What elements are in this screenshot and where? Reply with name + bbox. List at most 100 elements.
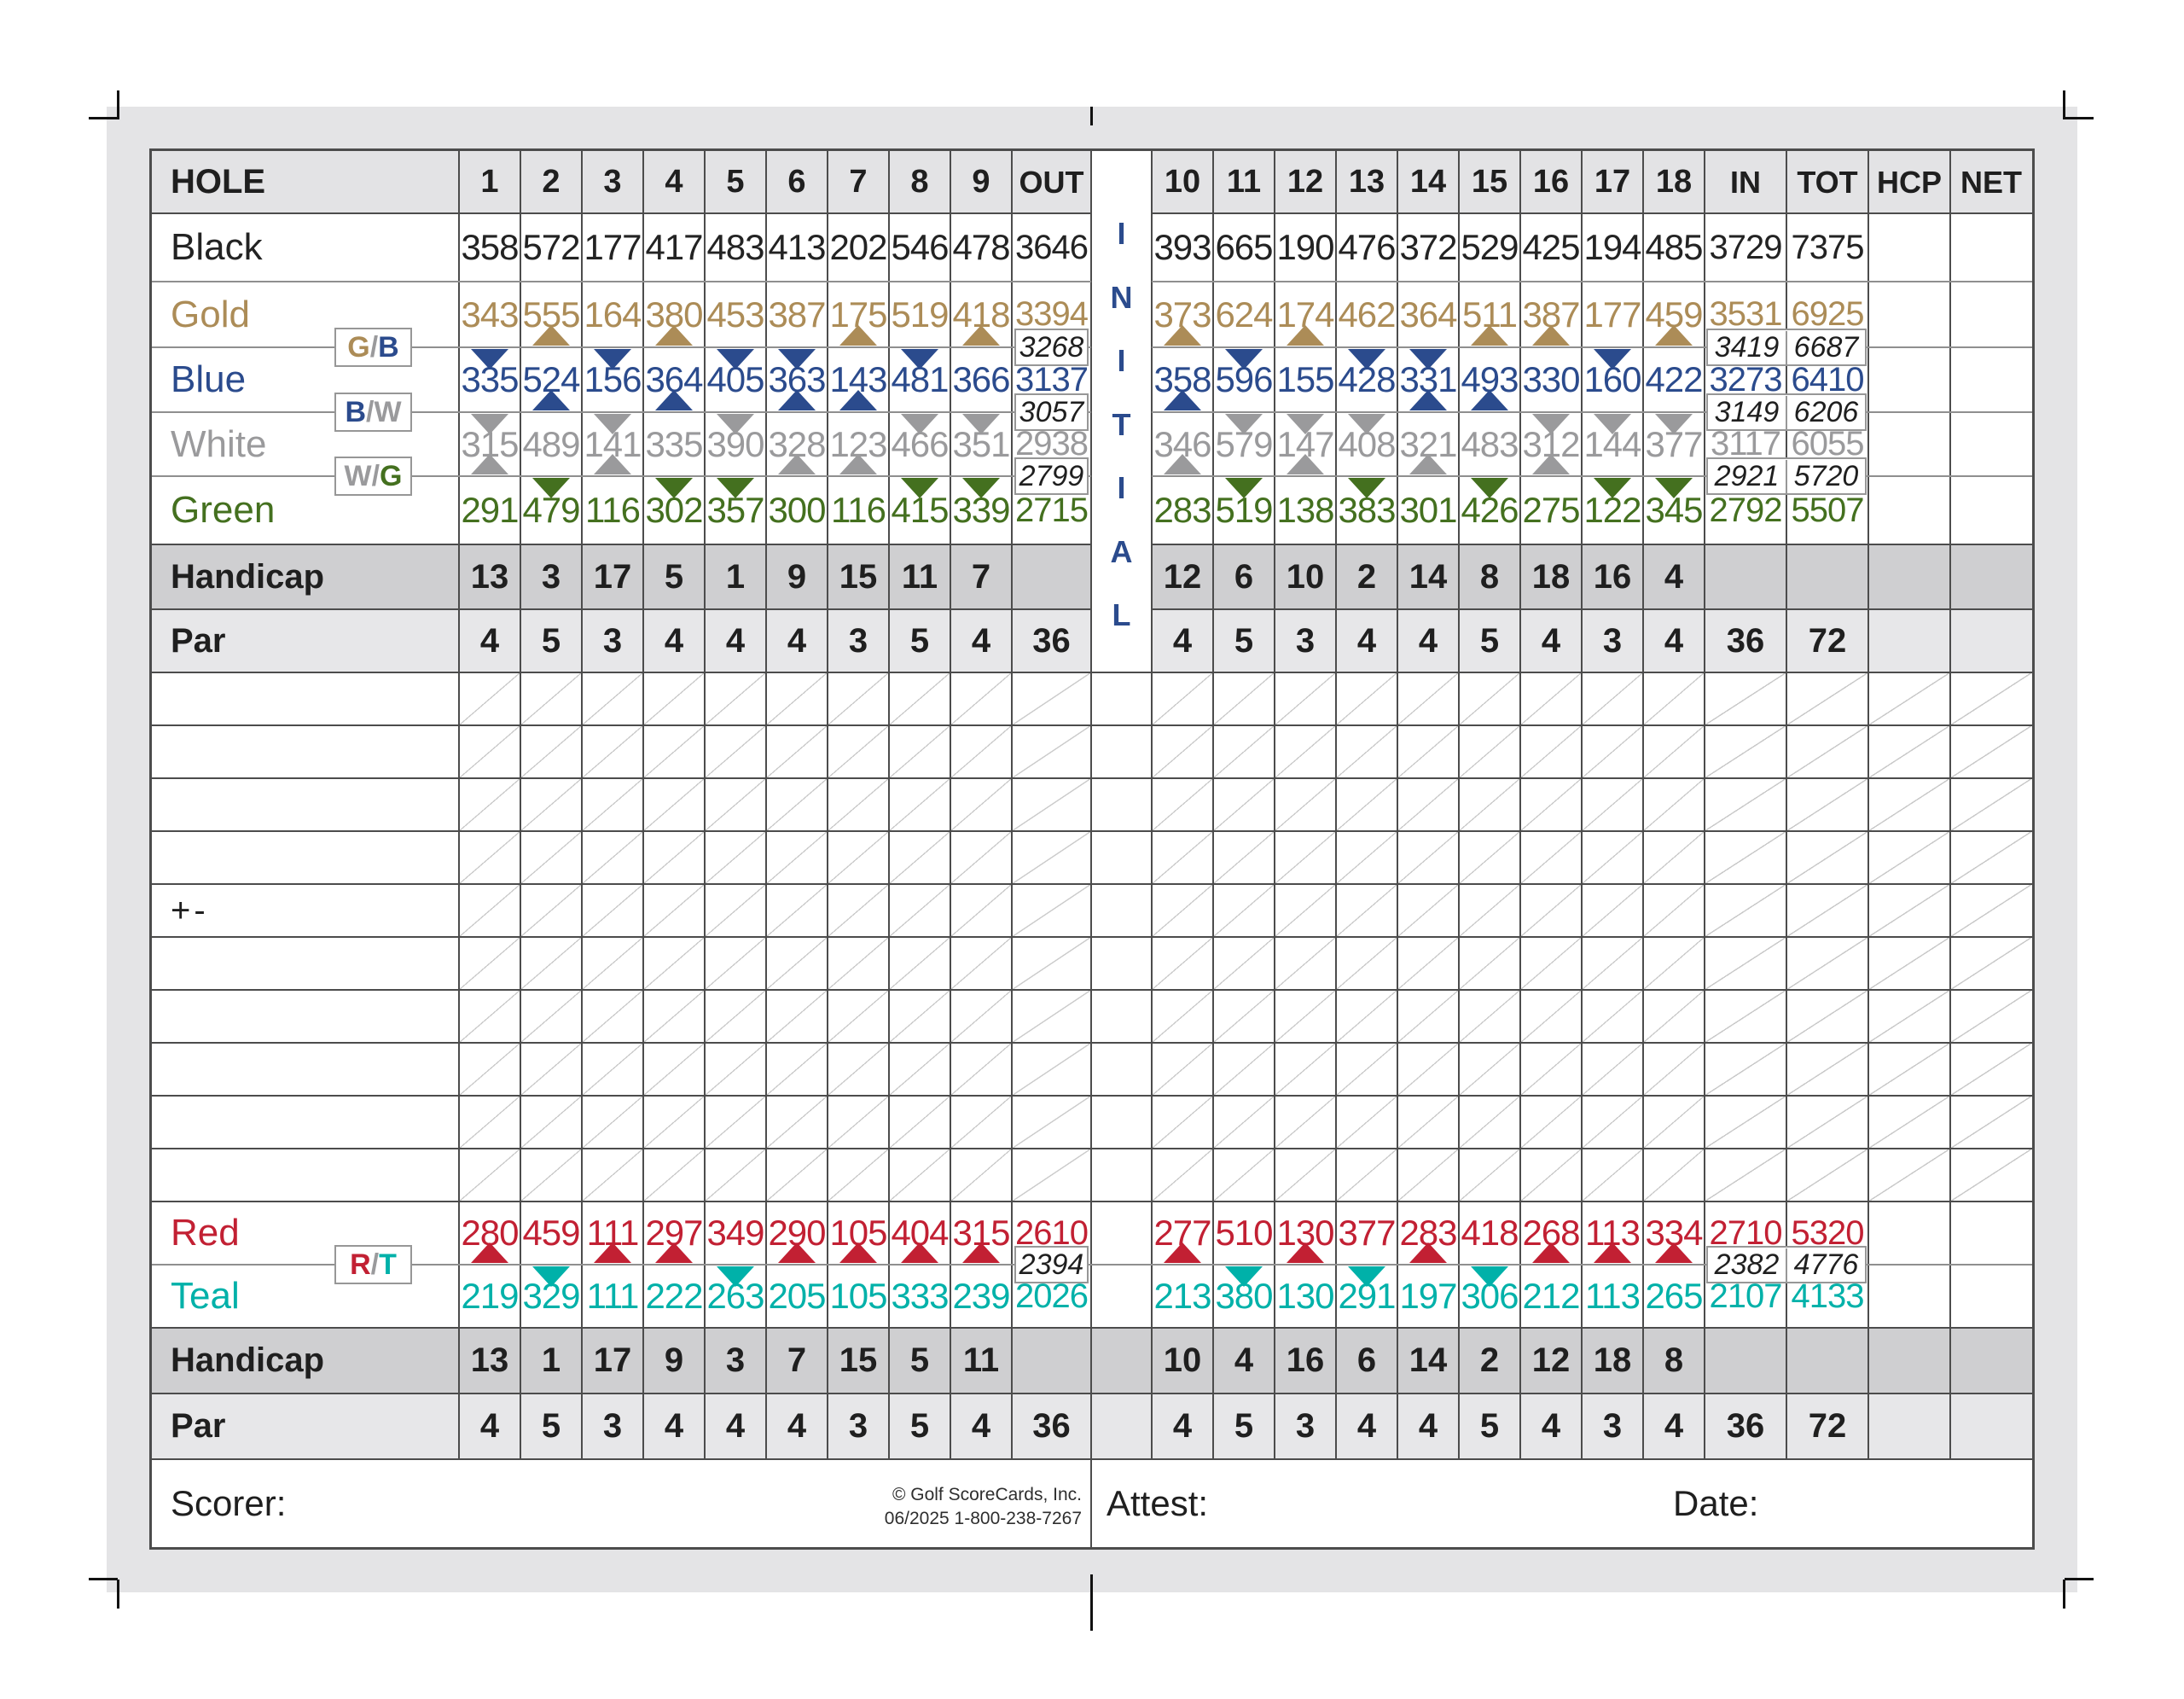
score-cell-empty [766,990,828,1043]
header-cell-hole: 2 [542,164,561,200]
par-cell: 3 [848,622,868,660]
triangle-down [471,414,508,434]
grid-line [642,151,644,1459]
score-cell-empty [705,937,766,990]
score-cell-empty [705,725,766,778]
score-cell-empty [889,884,950,937]
score-cell-empty [1152,672,1213,725]
score-cell-empty [459,672,520,725]
yardage-tot: 6925 [1791,295,1865,333]
combo-total-value: 6206 [1786,395,1865,429]
tee-label-black: Black [171,226,263,268]
score-cell-empty [1950,990,2032,1043]
grid-line [152,1458,2032,1460]
triangle-up [655,1242,693,1263]
yardage-cell: 413 [768,227,826,267]
score-cell-empty [950,1043,1012,1096]
par-cell: 3 [1602,1407,1623,1445]
yardage-cell: 330 [1522,359,1580,399]
handicap-cell: 2 [1356,558,1377,596]
score-cell-empty [1213,937,1275,990]
header-cell-hole: 9 [972,164,990,200]
combo-letter: B [345,395,366,428]
triangle-down [717,1266,754,1287]
triangle-up [901,1242,938,1263]
par-cell: 4 [725,1407,746,1445]
par-cell: 4 [1418,622,1438,660]
score-cell-empty [1012,884,1091,937]
score-cell-empty [1643,1043,1705,1096]
triangle-down [901,349,938,369]
yardage-cell: 377 [1338,1213,1396,1253]
tee-label-teal: Teal [171,1275,240,1317]
yardage-out: 2026 [1015,1277,1089,1315]
par-cell: 3 [602,1407,623,1445]
yardage-in: 2792 [1709,492,1783,529]
combo-total-value: 2921 [1714,459,1780,492]
grid-line [1458,151,1460,1459]
par-cell: 3 [602,622,623,660]
handicap-cell: 16 [1286,1341,1325,1379]
yardage-cell: 202 [829,227,887,267]
score-cell-empty [643,1149,705,1202]
combo-total-in-tot: 3419 6687 [1706,329,1867,366]
triangle-down [901,478,938,498]
grid-line [152,724,2032,726]
score-cell-empty [1868,937,1950,990]
score-cell-empty [459,937,520,990]
yardage-tot: 6410 [1791,361,1865,399]
score-cell-empty [1786,725,1868,778]
score-cell-empty [1520,1043,1582,1096]
score-cell-empty [582,778,643,831]
yardage-cell: 546 [891,227,949,267]
combo-letter: G [347,330,370,364]
triangle-up [1532,325,1570,346]
yardage-cell: 116 [585,490,641,530]
header-cell-hole: 1 [480,164,499,200]
header-cell-hole: 7 [849,164,868,200]
handicap-label: Handicap [171,1341,325,1379]
handicap-cell: 12 [1531,1341,1571,1379]
score-cell-empty [1213,725,1275,778]
handicap-cell: 4 [1234,1341,1254,1379]
grid-line [1786,151,1787,1459]
triangle-down [962,414,1000,434]
triangle-up [1287,454,1324,474]
yardage-in: 3531 [1709,295,1783,333]
score-cell-empty [950,1149,1012,1202]
par-label: Par [171,1407,226,1445]
yardage-cell: 624 [1215,294,1273,335]
grid-line [152,212,1091,214]
triangle-up [962,325,1000,346]
handicap-cell: 1 [541,1341,561,1379]
grid-line [152,777,2032,779]
yardage-cell: 177 [584,227,642,267]
yardage-cell: 418 [1461,1213,1519,1253]
par-row-bg [152,1394,2032,1459]
par-cell: 4 [787,1407,807,1445]
score-cell-empty [950,672,1012,725]
par-cell: 5 [909,622,930,660]
score-cell-empty [1397,1096,1459,1149]
score-cell-empty [1786,884,1868,937]
yardage-cell: 138 [1276,490,1334,530]
triangle-down [1471,478,1508,498]
triangle-up [1471,390,1508,410]
score-cell-empty [1520,884,1582,937]
triangle-up [594,1242,631,1263]
yardage-cell: 300 [768,490,826,530]
crop-mark [1090,1574,1093,1631]
grid-line [1581,151,1583,1459]
score-cell-empty [1397,1043,1459,1096]
combo-label-box: R / T [334,1245,412,1284]
crop-mark [1090,107,1093,125]
score-cell-empty [1275,1043,1336,1096]
combo-total-value: 5720 [1786,459,1865,493]
triangle-up [1532,454,1570,474]
score-cell-empty [582,1149,643,1202]
combo-total-out: 2394 [1014,1246,1089,1283]
score-cell-empty [459,778,520,831]
score-cell-empty [828,778,889,831]
triangle-up [471,454,508,474]
handicap-cell: 6 [1356,1341,1377,1379]
